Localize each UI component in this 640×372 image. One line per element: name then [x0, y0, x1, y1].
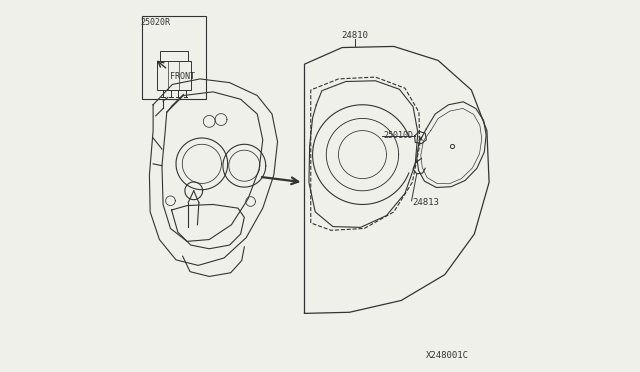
Bar [160, 51, 188, 61]
Bar [157, 61, 191, 90]
Text: 24810: 24810 [342, 31, 369, 40]
Text: X248001C: X248001C [426, 350, 469, 360]
Text: 24813: 24813 [412, 198, 439, 207]
Text: FRONT: FRONT [170, 71, 195, 81]
Text: 25010D: 25010D [383, 131, 413, 140]
Bar [142, 16, 205, 99]
Text: 25020R: 25020R [141, 18, 171, 27]
